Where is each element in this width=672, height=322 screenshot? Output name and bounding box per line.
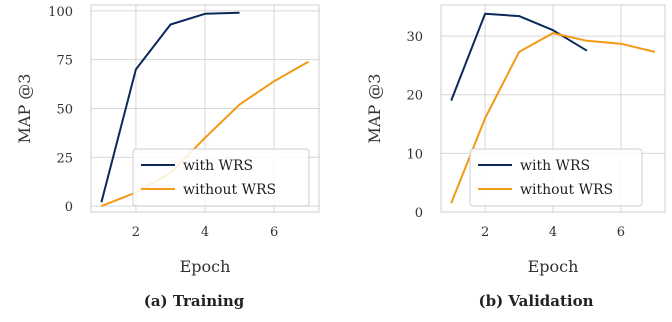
- legend-box: [132, 148, 310, 207]
- y-tick-label: 20: [406, 89, 423, 104]
- x-tick-label: 2: [481, 225, 489, 240]
- y-tick-label: 75: [56, 54, 73, 69]
- y-tick-label: 50: [56, 103, 73, 118]
- legend: with WRS without WRS: [132, 148, 310, 207]
- x-axis-label: Epoch: [180, 257, 231, 276]
- legend-label: without WRS: [183, 182, 276, 198]
- plot-frame: [90, 4, 320, 213]
- y-tick-label: 25: [56, 151, 73, 166]
- subfigure-caption: (a) Training: [144, 292, 245, 310]
- y-axis-label: MAP @3: [365, 74, 384, 144]
- series-line-with-wrs: [100, 11, 240, 203]
- x-tick-label: 6: [617, 225, 625, 240]
- chart-panel-2: 2 4 6 0 10 20 30 Epoch MAP @3 with WRS without WRS…: [365, 4, 666, 310]
- series-line-with-wrs: [450, 12, 588, 101]
- chart-panel-1: 2 4 6 0 25 50 75 100 Epoch MAP @3 with WRS without …: [15, 4, 320, 310]
- y-tick-label: 100: [48, 5, 73, 20]
- legend: with WRS without WRS: [469, 148, 643, 207]
- legend-label: with WRS: [520, 158, 590, 174]
- legend-label: without WRS: [520, 182, 613, 198]
- y-axis-label: MAP @3: [15, 74, 34, 144]
- y-tick-label: 30: [406, 30, 423, 45]
- x-tick-label: 4: [201, 225, 209, 240]
- legend-label: with WRS: [183, 158, 253, 174]
- subfigure-caption: (b) Validation: [478, 292, 593, 310]
- y-tick-label: 0: [415, 206, 423, 221]
- y-tick-label: 10: [406, 147, 423, 162]
- x-tick-label: 4: [549, 225, 557, 240]
- series-line-without-wrs: [450, 32, 656, 204]
- x-axis-label: Epoch: [528, 257, 579, 276]
- y-tick-label: 0: [65, 200, 73, 215]
- x-tick-label: 6: [270, 225, 278, 240]
- x-tick-label: 2: [132, 225, 140, 240]
- legend-box: [469, 148, 643, 207]
- plot-frame: [440, 4, 666, 213]
